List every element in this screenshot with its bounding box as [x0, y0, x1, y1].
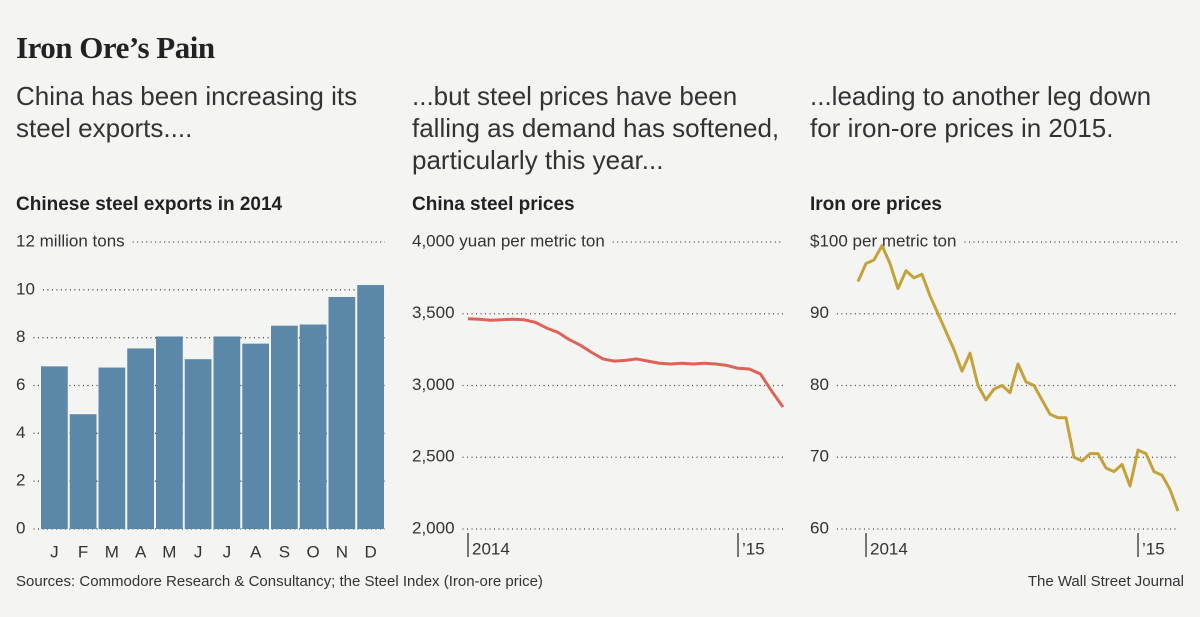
y-tick-label: 4,000 yuan per metric ton [412, 231, 605, 250]
y-tick-label: 60 [810, 518, 829, 537]
y-tick-label: 0 [16, 518, 25, 537]
x-tick-label: O [307, 542, 320, 561]
chart-subtitle: ...but steel prices have been falling as… [412, 81, 780, 175]
chart-title: Chinese steel exports in 2014 [16, 194, 283, 215]
x-tick-label: 2014 [870, 539, 908, 558]
chart-title: Iron ore prices [810, 194, 942, 215]
chart-subtitle: ...leading to another leg down for iron-… [810, 81, 1152, 143]
x-tick-label: J [223, 542, 232, 561]
x-tick-label: N [336, 542, 348, 561]
bar [127, 348, 154, 529]
y-tick-label: 12 million tons [16, 231, 125, 250]
y-tick-label: 8 [16, 327, 25, 346]
credit: The Wall Street Journal [1027, 573, 1184, 590]
line [467, 317, 785, 408]
bar [98, 367, 126, 529]
chart-subtitle: China has been increasing its steel expo… [16, 81, 358, 143]
bar [299, 324, 327, 529]
sources: Sources: Commodore Research & Consultanc… [16, 573, 543, 590]
y-tick-label: $100 per metric ton [810, 231, 956, 250]
x-tick-label: J [50, 542, 59, 561]
x-tick-label: ’15 [1142, 539, 1165, 558]
bar [213, 336, 241, 529]
line [856, 244, 1180, 512]
x-tick-label: M [162, 542, 176, 561]
bar [41, 366, 68, 529]
x-tick-label: 2014 [472, 539, 510, 558]
x-tick-label: D [364, 542, 376, 561]
x-tick-label: S [279, 542, 290, 561]
y-tick-label: 4 [16, 423, 25, 442]
x-tick-label: ’15 [742, 539, 765, 558]
x-tick-label: F [78, 542, 88, 561]
x-tick-label: A [135, 542, 147, 561]
y-tick-label: 10 [16, 279, 35, 298]
y-tick-label: 80 [810, 375, 829, 394]
y-tick-label: 3,000 [412, 375, 455, 394]
y-tick-label: 2,500 [412, 447, 455, 466]
page-title: Iron Ore’s Pain [16, 30, 215, 65]
y-tick-label: 6 [16, 375, 25, 394]
x-tick-label: J [194, 542, 203, 561]
bar [242, 343, 269, 529]
bar [184, 359, 212, 529]
y-tick-label: 90 [810, 303, 829, 322]
bar [271, 325, 298, 529]
bar [357, 285, 384, 529]
chart-title: China steel prices [412, 194, 575, 215]
x-tick-label: M [105, 542, 119, 561]
x-tick-label: A [250, 542, 262, 561]
bar [328, 297, 356, 529]
y-tick-label: 70 [810, 447, 829, 466]
y-tick-label: 2,000 [412, 518, 455, 537]
bar [156, 336, 183, 529]
y-tick-label: 3,500 [412, 303, 455, 322]
bar [69, 414, 97, 529]
y-tick-label: 2 [16, 471, 25, 490]
